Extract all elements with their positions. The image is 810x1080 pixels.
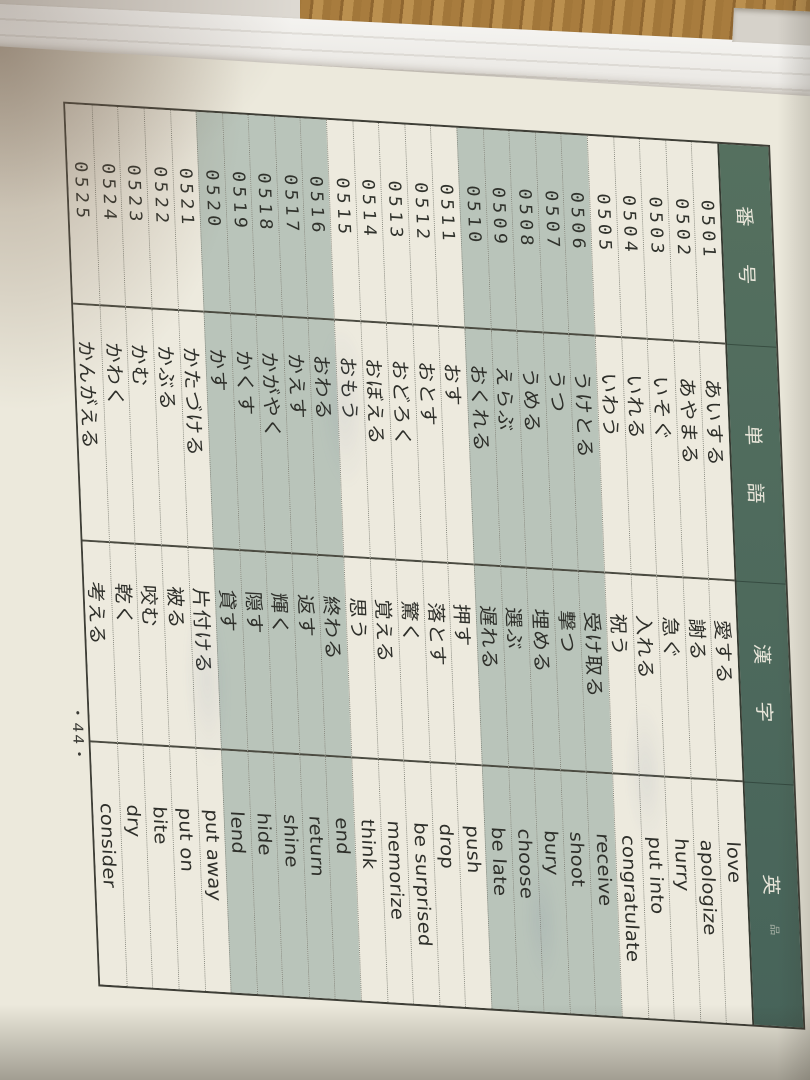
vocab-rows: 0501 あいする 愛する love 0502 あやまる 謝る apologize 0503 いそ… bbox=[65, 103, 753, 1025]
header-number-label: 番号 bbox=[733, 205, 761, 323]
book-page: 番号 単語 漢字 英 品 0501 あいする 愛する love 0502 あやまる 謝る ap… bbox=[0, 31, 810, 1080]
header-english: 英 品 bbox=[744, 783, 803, 1028]
header-kanji: 漢字 bbox=[736, 581, 794, 786]
header-word: 単語 bbox=[727, 344, 786, 585]
header-word-label: 単語 bbox=[742, 424, 770, 542]
header-number: 番号 bbox=[719, 143, 777, 348]
vocab-table: 番号 単語 漢字 英 品 0501 あいする 愛する love 0502 あやまる 謝る ap… bbox=[63, 101, 806, 1030]
header-kanji-label: 漢字 bbox=[750, 643, 779, 760]
header-english-extra-glyph: 品 bbox=[768, 923, 781, 936]
header-english-label: 英 bbox=[759, 873, 784, 896]
page-corner-notch bbox=[732, 7, 810, 47]
